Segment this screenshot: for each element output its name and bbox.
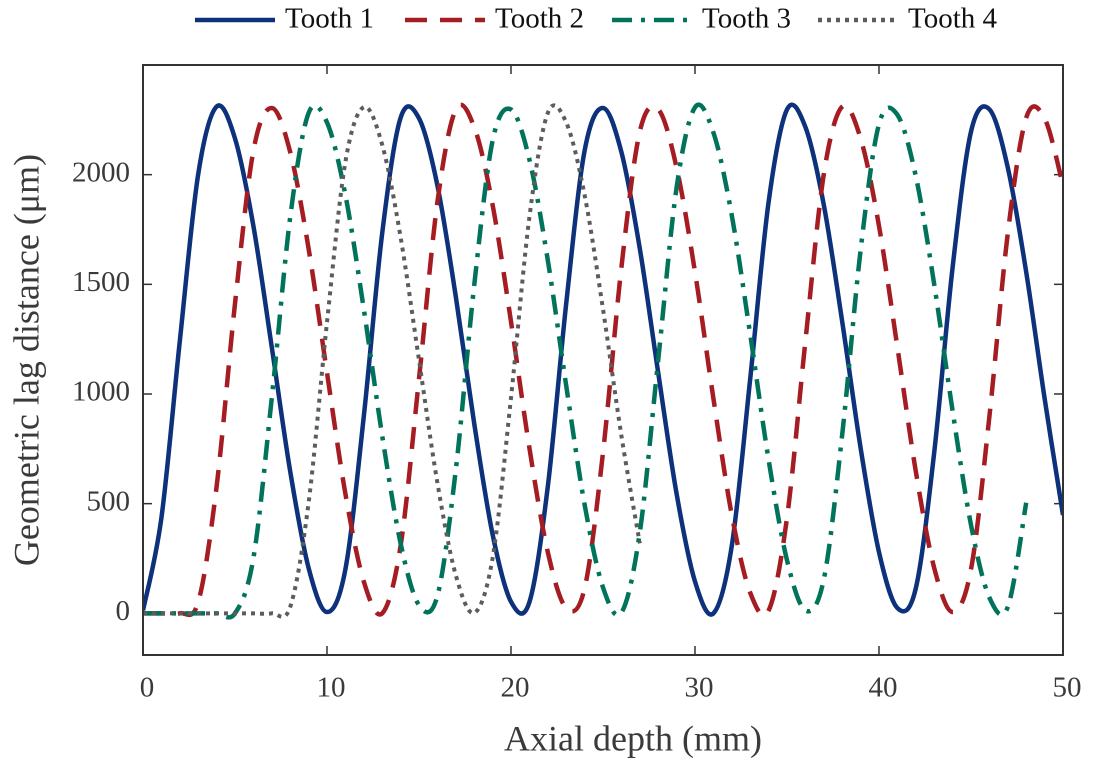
y-tick-label: 1000 — [72, 376, 130, 408]
x-tick-label: 50 — [1053, 672, 1082, 704]
series-line — [143, 102, 1063, 617]
y-axis-label: Geometric lag distance (μm) — [6, 154, 46, 566]
legend-label: Tooth 4 — [908, 3, 997, 35]
y-tick-label: 2000 — [72, 156, 130, 188]
x-tick-label: 30 — [685, 672, 714, 704]
y-tick-label: 0 — [116, 595, 131, 627]
y-tick-label: 1500 — [72, 266, 130, 298]
legend-label: Tooth 2 — [495, 3, 584, 35]
x-tick-label: 10 — [317, 672, 346, 704]
series-line — [143, 102, 1029, 620]
plot-frame — [142, 64, 1064, 656]
x-tick-label: 0 — [140, 672, 155, 704]
series-line — [143, 102, 1063, 618]
x-tick-label: 20 — [501, 672, 530, 704]
legend-label: Tooth 3 — [702, 3, 791, 35]
legend-label: Tooth 1 — [285, 3, 374, 35]
x-tick-label: 40 — [869, 672, 898, 704]
y-tick-label: 500 — [87, 485, 131, 517]
x-axis-label: Axial depth (mm) — [504, 718, 762, 758]
